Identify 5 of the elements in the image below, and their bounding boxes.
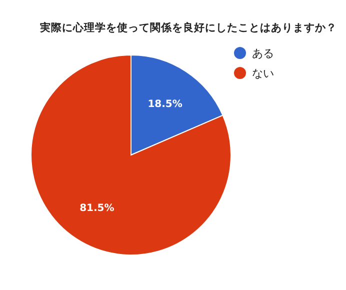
chart-title: 実際に心理学を使って関係を良好にしたことはありますか？	[39, 21, 337, 34]
legend-label: ない	[252, 67, 274, 80]
data-label: 18.5%	[148, 99, 182, 110]
data-label: 81.5%	[80, 202, 114, 214]
legend-label: ある	[252, 47, 274, 60]
